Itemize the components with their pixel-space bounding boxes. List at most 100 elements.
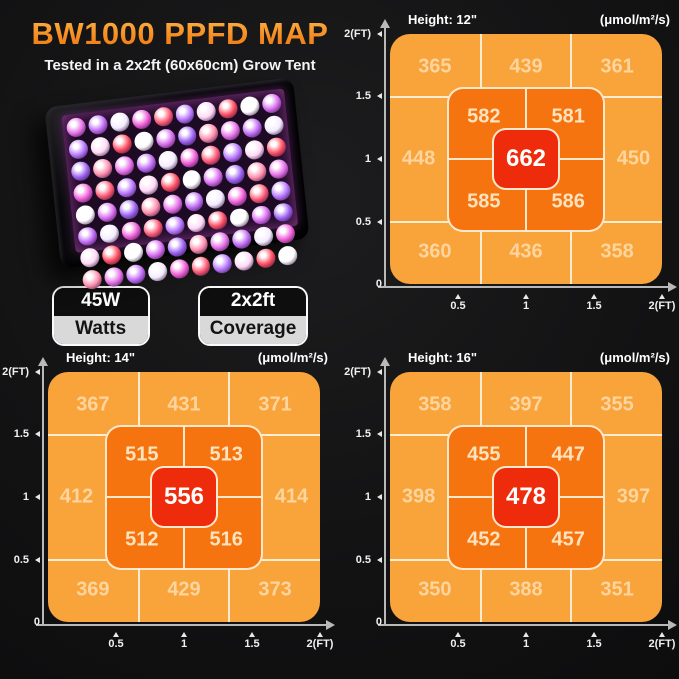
led-diode-icon — [144, 239, 166, 261]
led-diode-icon — [220, 119, 242, 142]
led-diode-icon — [94, 179, 116, 201]
tick-triangle-icon — [659, 291, 665, 299]
x-axis — [378, 286, 670, 288]
led-diode-icon — [87, 114, 109, 136]
grid-line — [479, 34, 482, 97]
ppfd-peak-value: 478 — [505, 483, 547, 510]
y-tick-label: 0 — [375, 278, 382, 290]
ppfd-value: 412 — [59, 485, 94, 508]
ppfd-value: 367 — [76, 393, 110, 415]
grid-line — [228, 559, 231, 622]
ppfd-value: 414 — [274, 485, 309, 508]
grid-line — [228, 372, 231, 435]
y-tick-label: 1.5 — [6, 426, 40, 442]
led-diode-icon — [96, 201, 118, 223]
ppfd-value: 360 — [418, 240, 452, 262]
x-tick-label: 2(FT) — [640, 291, 679, 314]
led-diode-icon — [101, 244, 122, 267]
heatmap-inner-ring — [447, 424, 605, 570]
coverage-badge: 2x2ft Coverage — [197, 286, 309, 346]
led-diode-icon — [234, 250, 255, 272]
tick-triangle-icon — [374, 219, 382, 225]
led-diode-icon — [270, 179, 292, 202]
ppfd-value: 447 — [551, 443, 585, 465]
led-diode-icon — [161, 193, 183, 215]
ppfd-value: 513 — [209, 443, 243, 465]
tick-triangle-icon — [32, 557, 40, 563]
grid-line — [137, 372, 140, 435]
y-tick-label: 2(FT) — [344, 364, 382, 380]
y-axis — [384, 28, 386, 288]
chart-height-label: Height: 16" — [408, 350, 478, 365]
led-diode-icon — [135, 152, 157, 174]
led-diode-icon — [157, 149, 179, 171]
x-tick-label: 1 — [504, 629, 548, 652]
ppfd-heatmap: 367 431 371 412 414 369 429 373 515 513 … — [48, 372, 320, 622]
led-diode-icon — [242, 117, 263, 139]
tick-triangle-icon — [181, 629, 187, 637]
led-diode-icon — [196, 100, 217, 122]
led-array — [61, 88, 299, 291]
led-diode-icon — [152, 106, 174, 128]
heatmap-center-cell: 662 — [492, 127, 560, 191]
chart-header: Height: 12" (μmol/m²/s) — [408, 12, 670, 27]
led-diode-icon — [246, 160, 268, 182]
tick-triangle-icon — [32, 369, 40, 375]
led-diode-icon — [181, 168, 203, 190]
ppfd-value: 512 — [125, 528, 159, 550]
led-diode-icon — [248, 182, 270, 204]
x-axis — [378, 624, 670, 626]
y-tick-label: 1 — [348, 489, 382, 505]
led-diode-icon — [125, 264, 147, 286]
led-diode-icon — [253, 226, 275, 248]
grow-light-image — [18, 77, 342, 291]
led-diode-icon — [168, 258, 190, 280]
led-diode-icon — [120, 220, 142, 242]
x-tick-label: 0.5 — [436, 629, 480, 652]
x-tick-label: 1.5 — [230, 629, 274, 652]
tick-triangle-icon — [523, 629, 529, 637]
ppfd-value: 397 — [616, 485, 651, 508]
led-diode-icon — [164, 215, 185, 237]
led-diode-icon — [98, 223, 120, 245]
tick-triangle-icon — [455, 629, 461, 637]
chart-height-label: Height: 12" — [408, 12, 478, 27]
chart-unit-label: (μmol/m²/s) — [257, 350, 328, 365]
led-diode-icon — [77, 225, 98, 247]
led-diode-icon — [179, 147, 200, 169]
coverage-value: 2x2ft — [199, 288, 307, 316]
ppfd-value: 365 — [418, 55, 452, 77]
grid-line — [570, 221, 573, 284]
tick-triangle-icon — [659, 629, 665, 637]
led-diode-icon — [261, 92, 283, 114]
led-diode-icon — [244, 139, 266, 161]
led-diode-icon — [92, 157, 113, 179]
led-diode-icon — [205, 187, 227, 210]
y-axis — [384, 366, 386, 626]
tick-triangle-icon — [374, 557, 382, 563]
grid-line — [137, 559, 140, 622]
led-diode-icon — [251, 204, 272, 226]
x-axis-arrow-icon — [668, 620, 677, 630]
x-tick-label: 0.5 — [94, 629, 138, 652]
coverage-label: Coverage — [199, 316, 307, 344]
led-diode-icon — [140, 195, 161, 218]
chart-header: Height: 14" (μmol/m²/s) — [66, 350, 328, 365]
led-diode-icon — [227, 185, 248, 207]
x-tick-label: 1 — [162, 629, 206, 652]
led-diode-icon — [68, 138, 89, 160]
grid-line — [570, 559, 573, 622]
led-diode-icon — [209, 231, 231, 253]
page-title: BW1000 PPFD MAP — [31, 16, 329, 51]
ppfd-value: 431 — [167, 393, 201, 415]
y-tick-label: 0.5 — [348, 214, 382, 230]
ppfd-value: 439 — [509, 55, 543, 77]
x-tick-label: 2(FT) — [640, 629, 679, 652]
led-diode-icon — [217, 98, 239, 120]
tick-triangle-icon — [32, 494, 40, 500]
y-tick-label: 0.5 — [6, 552, 40, 568]
led-diode-icon — [79, 247, 101, 269]
tick-triangle-icon — [374, 93, 382, 99]
ppfd-value: 355 — [600, 393, 634, 415]
ppfd-peak-value: 662 — [505, 145, 547, 172]
